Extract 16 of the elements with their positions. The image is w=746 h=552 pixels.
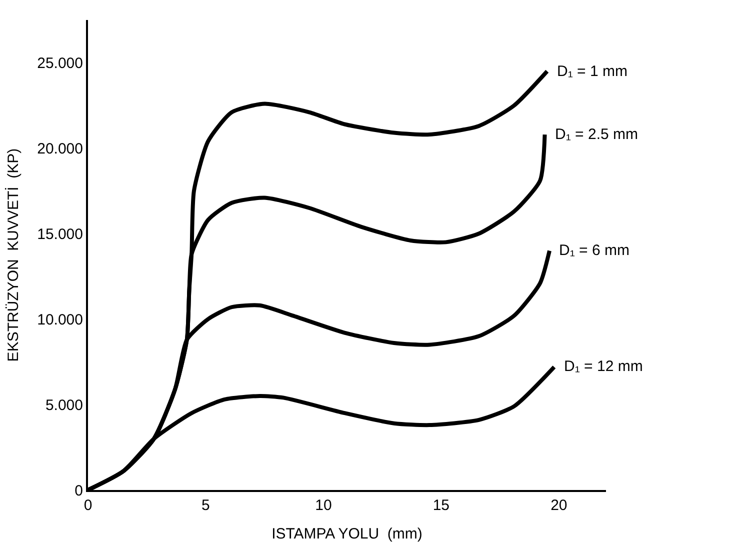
x-tick-label: 20 — [550, 497, 568, 514]
series-label: D₁ = 6 mm — [559, 242, 630, 259]
series-label: D₁ = 2.5 mm — [555, 126, 638, 143]
y-tick-label: 10.000 — [37, 311, 83, 328]
y-axis-title: EKSTRÜZYON KUVVETİ (KP) — [4, 148, 22, 362]
y-tick-label: 20.000 — [37, 140, 83, 158]
y-tick-label: 15.000 — [37, 226, 83, 243]
y-tick-label: 0 — [74, 482, 83, 500]
y-tick-label: 25.000 — [37, 54, 83, 72]
x-tick-label: 15 — [432, 497, 450, 514]
x-tick-label: 10 — [315, 497, 332, 514]
series-label: D₁ = 1 mm — [557, 63, 628, 80]
x-tick-label: 5 — [202, 497, 210, 514]
series-label: D₁ = 12 mm — [564, 358, 643, 375]
x-axis-title: ISTAMPA YOLU (mm) — [272, 526, 422, 542]
y-tick-label: 5.000 — [45, 396, 83, 414]
